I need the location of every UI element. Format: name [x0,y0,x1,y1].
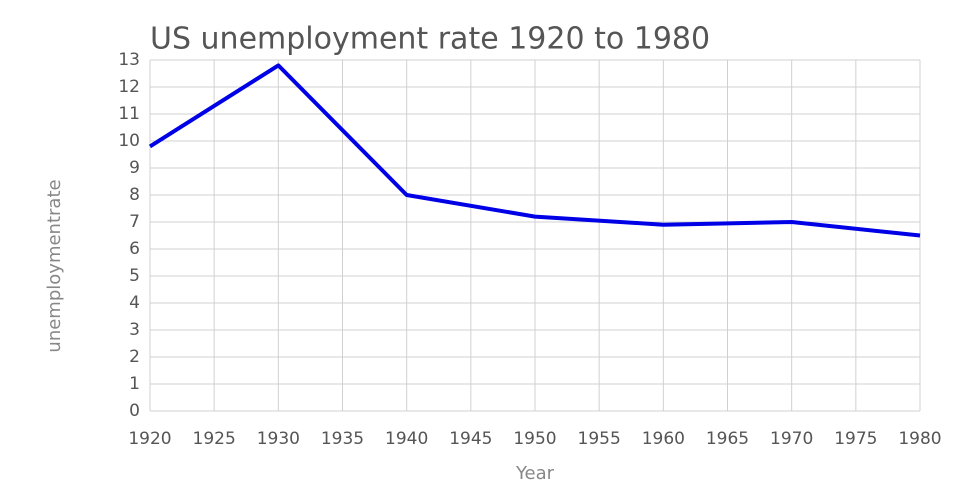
y-tick-label: 10 [118,131,140,151]
x-tick-label: 1965 [706,429,749,449]
y-axis-label: unemploymentrate [44,179,65,352]
x-axis-label: Year [515,463,555,484]
x-tick-label: 1920 [128,429,171,449]
x-tick-label: 1925 [193,429,236,449]
y-tick-label: 1 [129,374,140,394]
y-tick-label: 3 [129,320,140,340]
x-tick-label: 1935 [321,429,364,449]
y-tick-label: 2 [129,347,140,367]
x-tick-label: 1950 [513,429,556,449]
y-tick-label: 12 [118,77,140,97]
x-tick-label: 1975 [834,429,877,449]
y-tick-label: 7 [129,212,140,232]
x-tick-label: 1980 [898,429,941,449]
y-tick-label: 6 [129,239,140,259]
y-tick-label: 13 [118,50,140,70]
x-tick-label: 1930 [257,429,300,449]
y-tick-label: 8 [129,185,140,205]
x-tick-label: 1970 [770,429,813,449]
chart-title: US unemployment rate 1920 to 1980 [150,22,710,57]
x-tick-label: 1960 [642,429,685,449]
y-tick-label: 11 [118,104,140,124]
x-tick-label: 1945 [449,429,492,449]
x-tick-label: 1940 [385,429,428,449]
y-tick-label: 0 [129,401,140,421]
y-tick-label: 5 [129,266,140,286]
y-tick-label: 9 [129,158,140,178]
y-tick-label: 4 [129,293,140,313]
data-line [148,63,921,238]
x-tick-label: 1955 [578,429,621,449]
